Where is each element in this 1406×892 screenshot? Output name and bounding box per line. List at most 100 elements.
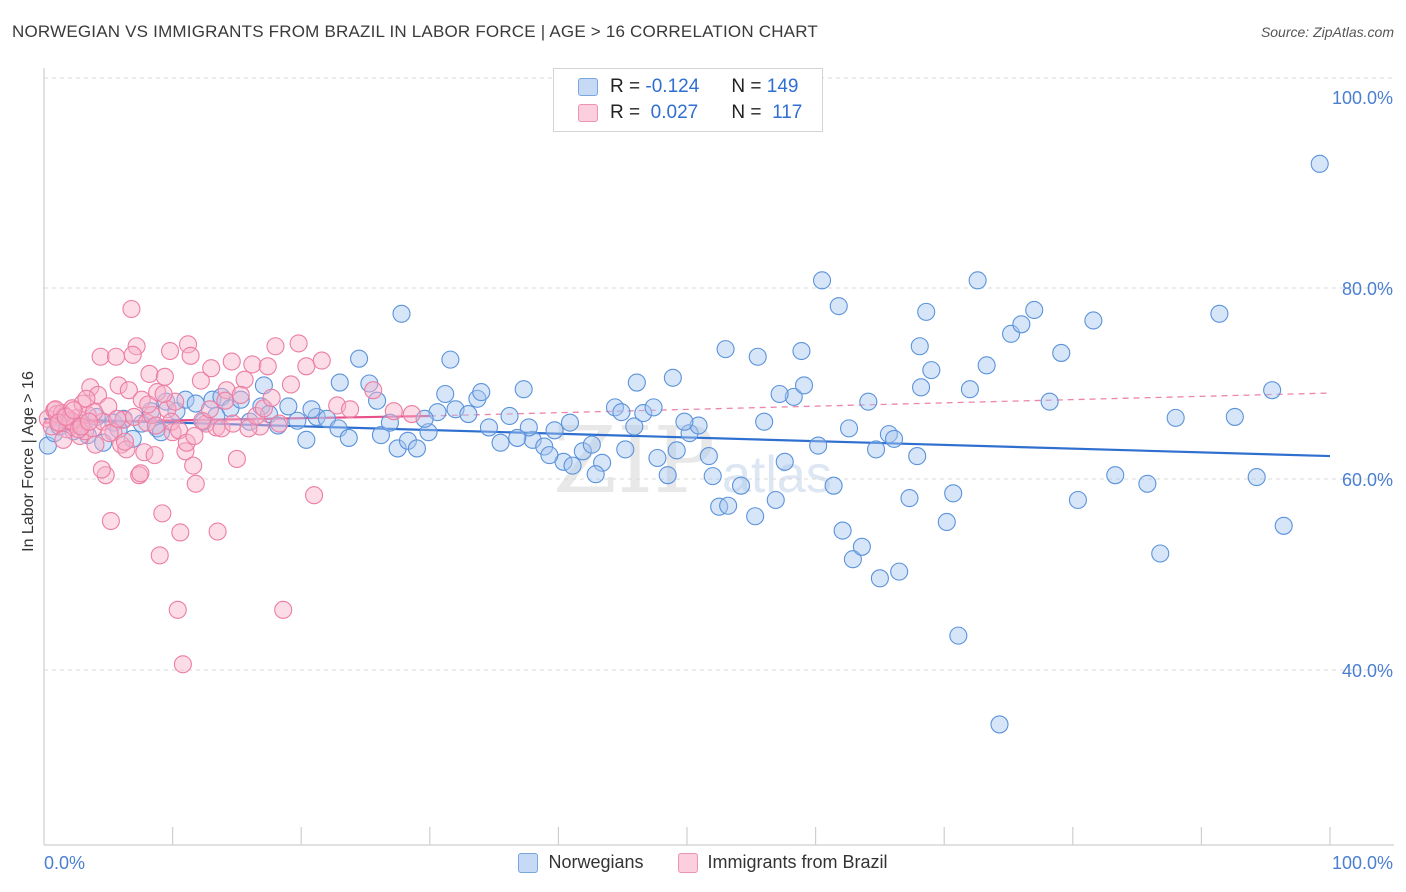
norwegians-point <box>910 337 929 356</box>
brazil-point <box>258 357 277 376</box>
norwegians-point <box>852 537 871 556</box>
norwegians-trend-line <box>43 417 1331 458</box>
brazil-point <box>127 337 146 356</box>
norwegians-point <box>563 456 582 475</box>
y-tick-label: 80.0% <box>1342 279 1393 299</box>
brazil-point <box>85 403 104 422</box>
brazil-point <box>178 335 198 354</box>
norwegians-point <box>302 400 321 419</box>
norwegians-point <box>784 387 803 406</box>
brazil-point <box>305 486 324 505</box>
norwegians-point <box>859 392 878 411</box>
norwegians-point <box>586 465 605 484</box>
norwegians-point <box>231 390 250 409</box>
norwegians-point <box>843 550 862 569</box>
norwegians-point <box>1225 407 1244 426</box>
legend-item-norwegians[interactable]: Norwegians <box>518 852 644 873</box>
brazil-point <box>115 432 135 451</box>
norwegians-point <box>770 384 789 404</box>
norwegians-point <box>407 439 426 458</box>
y-tick-label: 60.0% <box>1342 470 1393 490</box>
brazil-point <box>266 337 285 356</box>
norwegians-point <box>560 413 580 432</box>
brazil-point <box>168 600 187 619</box>
norwegians-point <box>593 453 612 472</box>
norwegians-point <box>794 376 814 395</box>
norwegians-point <box>879 425 898 444</box>
norwegians-point <box>748 347 767 366</box>
brazil-point <box>140 364 159 384</box>
brazil-point <box>131 464 150 483</box>
stats-row-brazil: R = 0.027 N = 117 <box>578 100 802 126</box>
norwegians-legend-swatch <box>518 852 539 873</box>
series-legend: Norwegians Immigrants from Brazil <box>0 852 1406 873</box>
brazil-point <box>235 370 254 389</box>
brazil-point <box>139 395 158 414</box>
norwegians-point <box>731 476 751 495</box>
trend-lines <box>43 392 1331 458</box>
source-credit: Source: ZipAtlas.com <box>1260 24 1394 40</box>
norwegians-point <box>990 715 1009 734</box>
brazil-point <box>88 385 108 405</box>
norwegians-point <box>627 373 646 392</box>
norwegians-point <box>339 428 358 447</box>
brazil-point <box>223 414 243 433</box>
brazil-point <box>122 299 141 319</box>
norwegians-point <box>573 442 592 461</box>
brazil-point <box>114 410 133 429</box>
norwegians-point <box>829 297 848 316</box>
brazil-point <box>384 402 403 421</box>
norwegians-point <box>675 412 694 431</box>
brazil-point <box>91 347 110 366</box>
brazil-point <box>145 446 164 465</box>
norwegians-point <box>297 430 316 449</box>
brazil-point <box>46 400 65 419</box>
norwegians-point <box>755 412 774 431</box>
brazil-n-value: 117 <box>772 102 803 123</box>
norwegians-point <box>419 423 438 442</box>
axis-labels: 100.0% 80.0% 60.0% 40.0% 0.0% 100.0% In Labor … <box>20 88 1393 873</box>
norwegians-point <box>500 406 519 426</box>
norwegians-point <box>459 405 478 424</box>
brazil-point <box>56 407 75 426</box>
brazil-r-value: 0.027 <box>645 102 699 123</box>
brazil-point <box>181 346 200 365</box>
brazil-point <box>100 424 119 443</box>
y-tick-label: 100.0% <box>1332 88 1393 108</box>
brazil-point <box>69 420 88 439</box>
brazil-point <box>146 416 165 435</box>
legend-item-brazil[interactable]: Immigrants from Brazil <box>677 852 888 873</box>
norwegians-point <box>392 304 411 323</box>
brazil-point <box>150 546 169 565</box>
norwegians-point <box>625 417 644 436</box>
brazil-point <box>54 430 73 449</box>
norwegians-point <box>884 429 904 448</box>
norwegians-point <box>436 384 455 404</box>
norwegians-point <box>900 489 919 508</box>
norwegians-n-value: 149 <box>766 76 799 97</box>
norwegians-point <box>519 418 538 437</box>
brazil-point <box>160 341 180 361</box>
norwegians-point <box>703 467 722 486</box>
norwegians-point <box>1025 300 1044 320</box>
legend-label-norwegians: Norwegians <box>548 852 644 872</box>
brazil-point <box>222 352 241 371</box>
norwegians-point <box>775 452 794 471</box>
r-label: R = <box>610 102 641 123</box>
norwegians-point <box>1068 490 1087 510</box>
stats-legend-box: R = -0.124 N = 149 R = 0.027 N = 117 <box>553 68 823 132</box>
x-tick-label: 0.0% <box>44 853 85 873</box>
norwegians-points <box>38 154 1329 734</box>
brazil-point <box>402 405 421 424</box>
brazil-point <box>171 523 190 542</box>
brazil-point <box>274 600 293 619</box>
brazil-point <box>106 347 126 366</box>
n-label: N = <box>731 76 762 97</box>
brazil-point <box>81 378 100 397</box>
brazil-point <box>364 381 383 400</box>
norwegians-point <box>371 426 390 445</box>
brazil-swatch <box>578 104 598 122</box>
norwegians-point <box>824 476 843 495</box>
norwegians-point <box>279 397 298 416</box>
chart-title: NORWEGIAN VS IMMIGRANTS FROM BRAZIL IN L… <box>12 22 818 41</box>
